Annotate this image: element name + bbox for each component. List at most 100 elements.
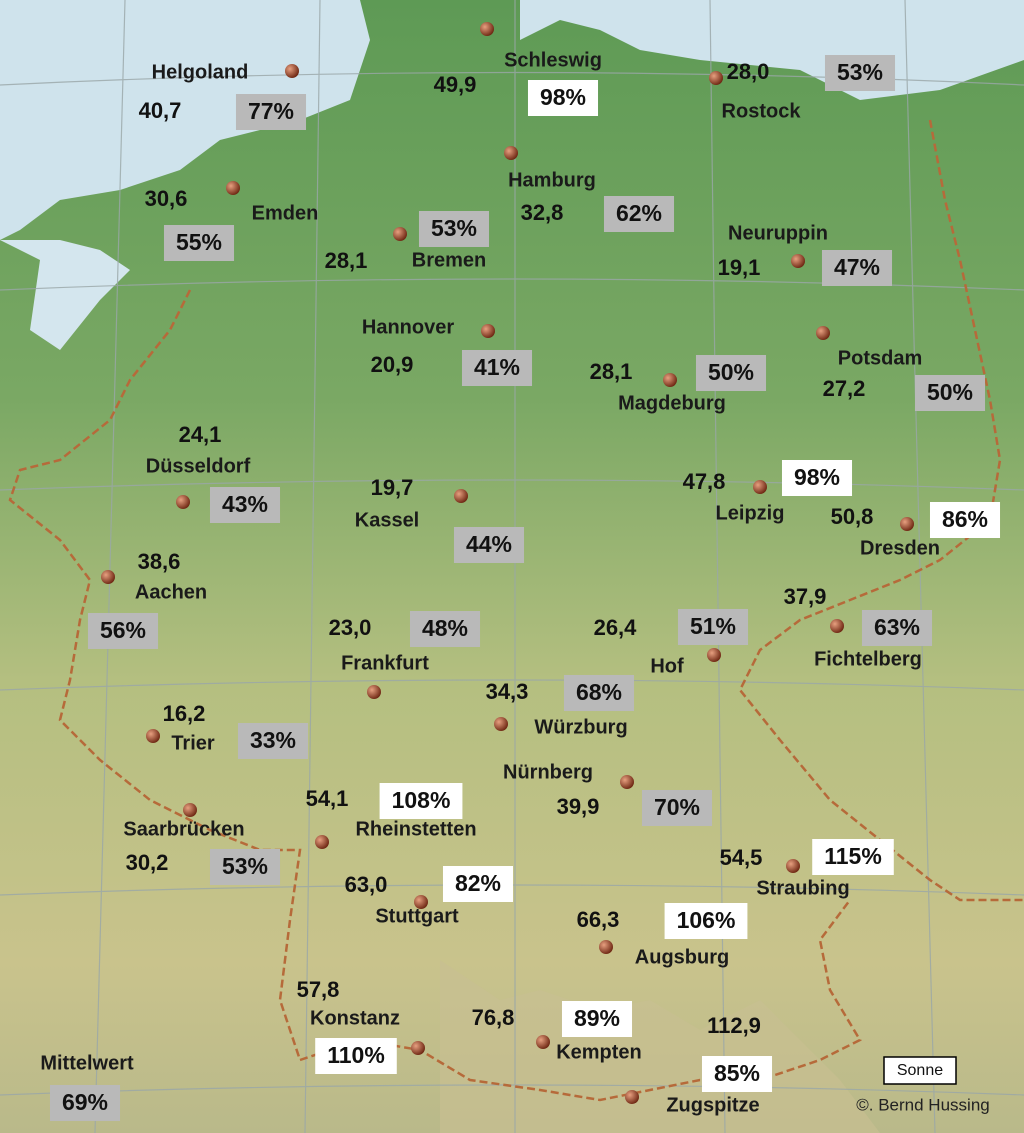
station-value: 19,1: [718, 255, 761, 280]
station-dot: [285, 64, 299, 78]
percent-label: 68%: [576, 679, 622, 705]
percent-box: [453, 527, 525, 563]
station-dot: [707, 648, 721, 662]
percent-label: 77%: [248, 98, 294, 124]
station-dot: [454, 489, 468, 503]
station-name: Magdeburg: [618, 392, 726, 414]
station-value: 54,1: [306, 786, 349, 811]
percent-label: 33%: [250, 727, 296, 753]
station-value: 30,6: [145, 186, 188, 211]
percent-box: [409, 611, 481, 647]
station-value: 63,0: [345, 872, 388, 897]
percent-label: 43%: [222, 491, 268, 517]
station-name: Hannover: [362, 316, 454, 338]
percent-label: 108%: [392, 787, 451, 813]
station-dot: [411, 1041, 425, 1055]
percent-box: [677, 609, 749, 645]
percent-label: 55%: [176, 229, 222, 255]
percent-box: [861, 610, 933, 646]
percent-box: [163, 225, 235, 261]
percent-box: [603, 196, 675, 232]
station-dot: [625, 1090, 639, 1104]
station-value: 23,0: [329, 615, 372, 640]
station-name: Bremen: [412, 249, 486, 271]
station-dot: [786, 859, 800, 873]
percent-label: 41%: [474, 354, 520, 380]
station-value: 28,1: [590, 359, 633, 384]
percent-label: 70%: [654, 794, 700, 820]
station-dot: [504, 146, 518, 160]
percent-box: [821, 250, 893, 286]
station-dot: [183, 803, 197, 817]
station-name: Helgoland: [152, 61, 249, 83]
percent-box: [418, 211, 490, 247]
station-value: 30,2: [126, 850, 169, 875]
station-value: 37,9: [784, 584, 827, 609]
percent-box: [87, 613, 159, 649]
percent-label: 106%: [677, 907, 736, 933]
station-value: 54,5: [720, 845, 763, 870]
station-name: Aachen: [135, 581, 207, 603]
station-dot: [101, 570, 115, 584]
station-dot: [367, 685, 381, 699]
station-dot: [620, 775, 634, 789]
station-dot: [494, 717, 508, 731]
station-dot: [226, 181, 240, 195]
station-name: Frankfurt: [341, 652, 429, 674]
ijsselmeer: [0, 240, 130, 350]
percent-box: [209, 849, 281, 885]
percent-label: 98%: [794, 464, 840, 490]
station-value: 112,9: [707, 1013, 761, 1038]
percent-label: 110%: [327, 1042, 385, 1068]
baltic-sea: [520, 0, 1024, 100]
percent-label: 62%: [616, 200, 662, 226]
station-name: Rostock: [722, 100, 802, 122]
station-dot: [900, 517, 914, 531]
station-name: Kempten: [556, 1041, 642, 1063]
station-name: Neuruppin: [728, 222, 828, 244]
percent-box: [914, 375, 986, 411]
percent-label: 115%: [824, 843, 882, 869]
station-name: Rheinstetten: [355, 818, 476, 840]
station-name: Emden: [252, 202, 319, 224]
station-value: 28,1: [325, 248, 368, 273]
percent-label: 63%: [874, 614, 920, 640]
station-dot: [414, 895, 428, 909]
station-value: 50,8: [831, 504, 874, 529]
station-value: 39,9: [557, 794, 600, 819]
percent-box: [527, 80, 599, 116]
legend-box: [883, 1056, 957, 1085]
percent-label: 53%: [837, 59, 883, 85]
station-value: 66,3: [577, 907, 620, 932]
station-dot: [830, 619, 844, 633]
credit: ©. Bernd Hussing: [856, 1095, 989, 1114]
station-name: Saarbrücken: [123, 818, 244, 840]
percent-box: [442, 866, 514, 902]
station-name: Düsseldorf: [146, 455, 251, 477]
station-dot: [599, 940, 613, 954]
north-sea: [0, 0, 370, 240]
percent-label: 50%: [927, 379, 973, 405]
station-value: 34,3: [486, 679, 529, 704]
station-value: 28,0: [727, 59, 770, 84]
station-dot: [480, 22, 494, 36]
legend-label: Sonne: [897, 1062, 943, 1079]
percent-box: [641, 790, 713, 826]
station-value: 32,8: [521, 200, 564, 225]
station-dot: [393, 227, 407, 241]
percent-box: [701, 1056, 773, 1092]
percent-box: [561, 1001, 633, 1037]
percent-label: 85%: [714, 1060, 760, 1086]
station-name: Fichtelberg: [814, 648, 922, 670]
station-dot: [791, 254, 805, 268]
station-name: Kassel: [355, 509, 420, 531]
station-dot: [146, 729, 160, 743]
station-value: 19,7: [371, 475, 414, 500]
station-dot: [709, 71, 723, 85]
percent-box: [235, 94, 307, 130]
station-name: Schleswig: [504, 49, 602, 71]
station-dot: [753, 480, 767, 494]
percent-label: 89%: [574, 1005, 620, 1031]
